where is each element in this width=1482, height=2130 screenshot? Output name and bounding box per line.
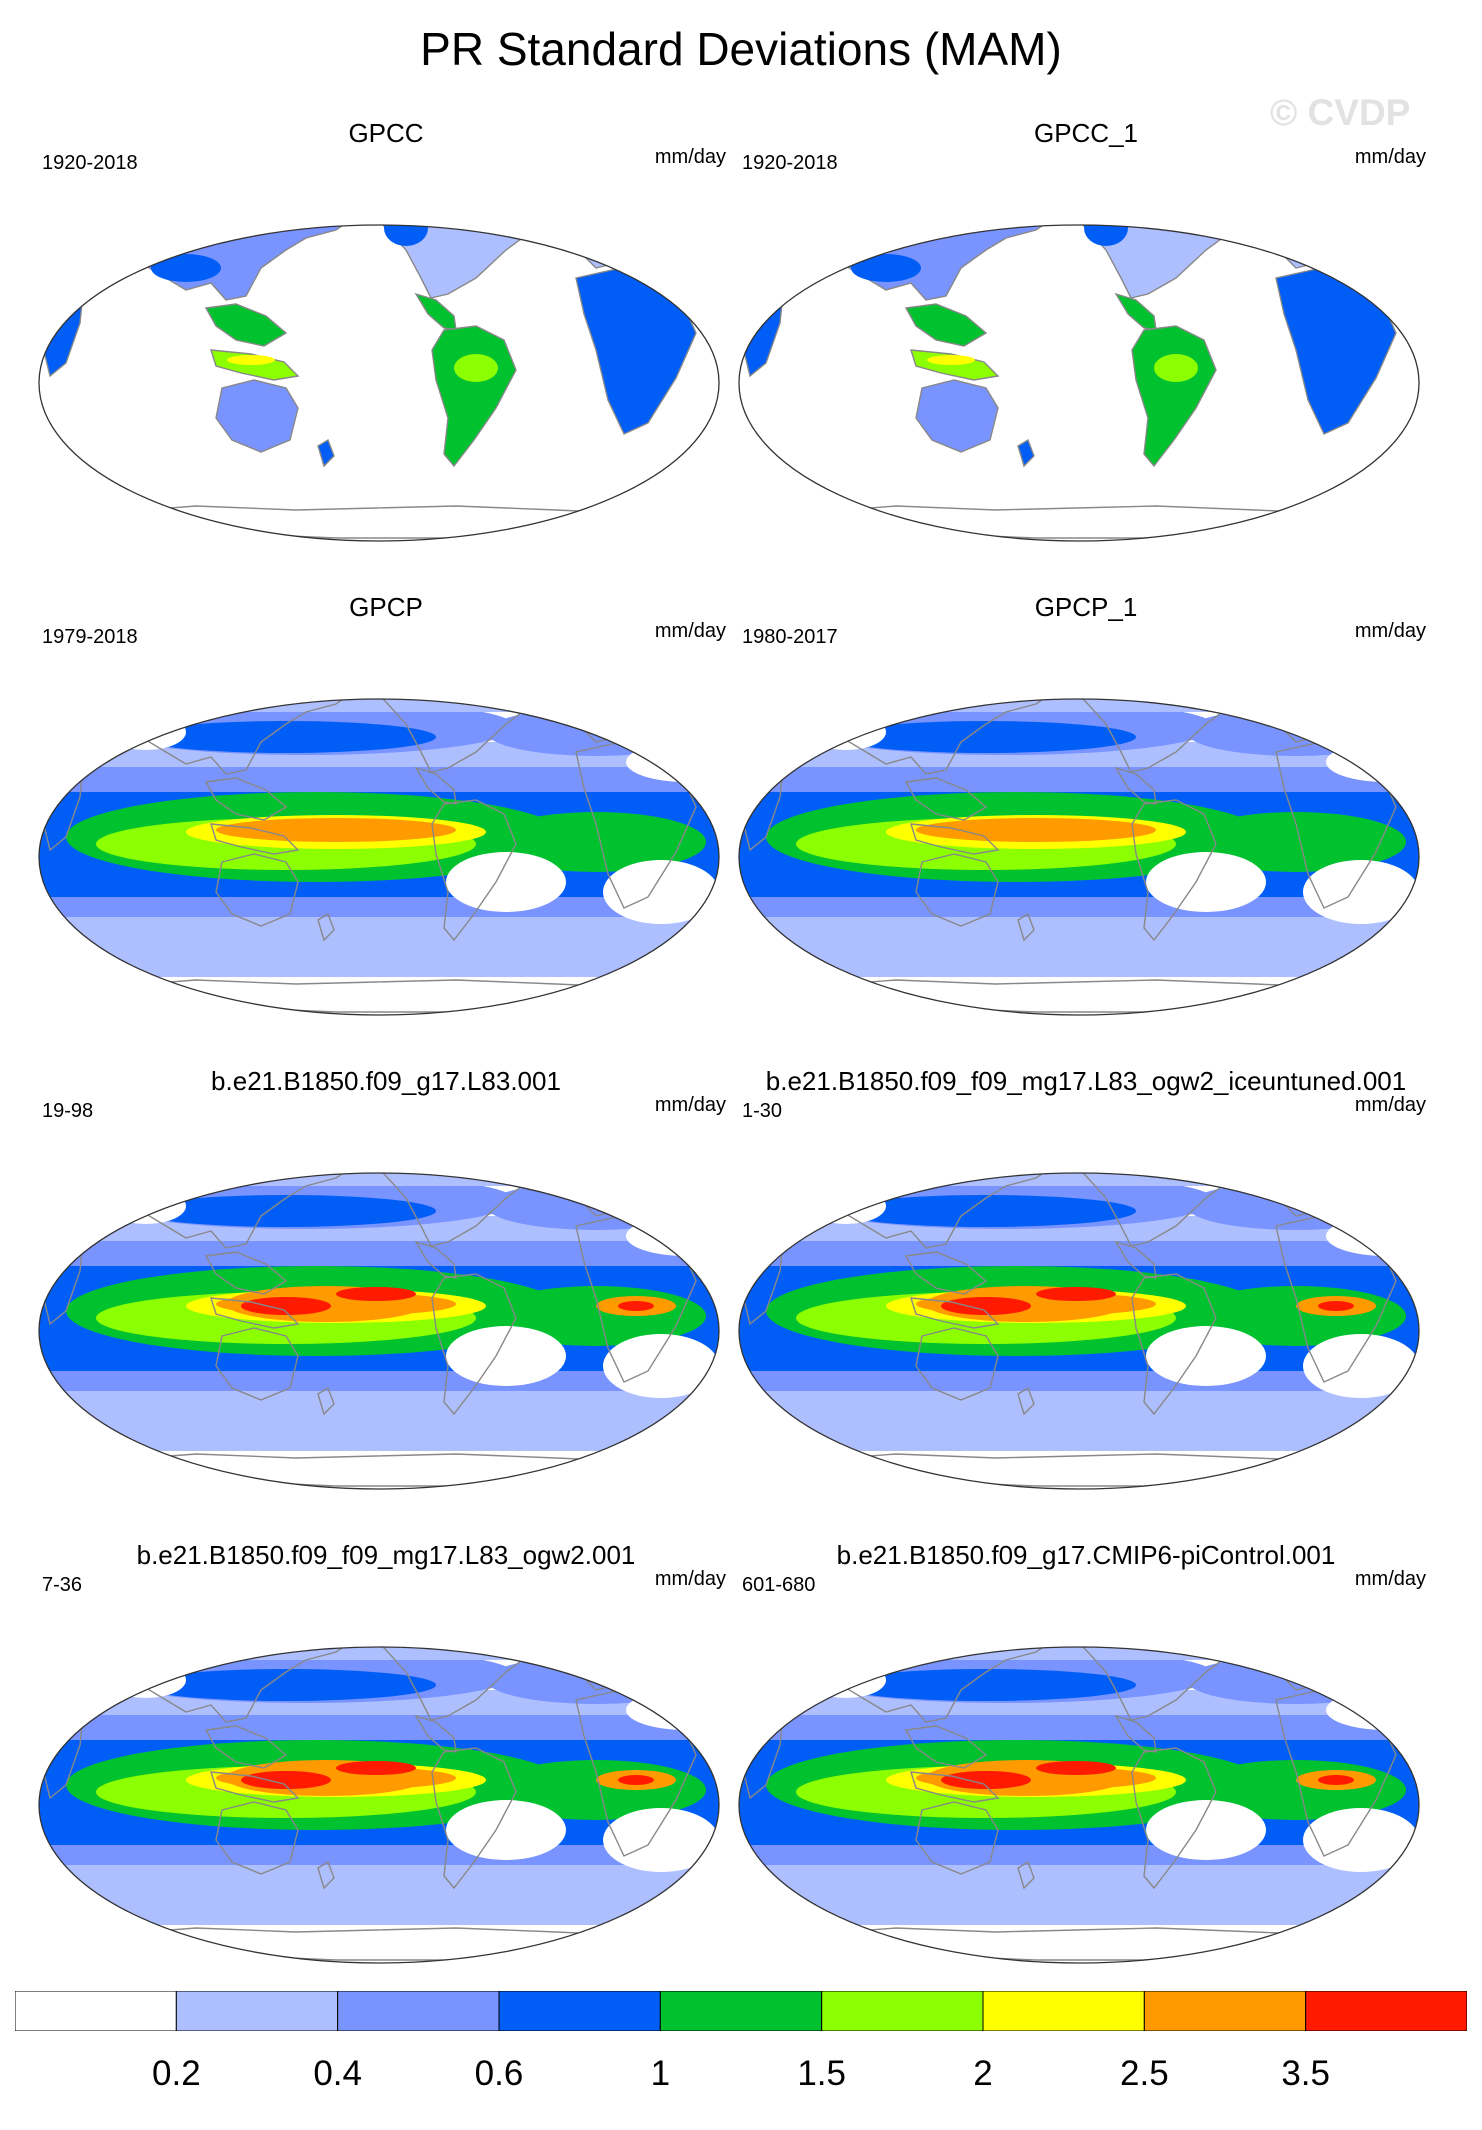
colorbar-box: [498, 1991, 661, 2031]
panel-title: GPCC_1: [1033, 118, 1139, 148]
colorbar-box: [175, 1991, 339, 2031]
colorbar-box: [982, 1991, 1145, 2031]
period-label: 1979-2018: [42, 626, 138, 648]
period-label: 1920-2018: [742, 152, 838, 174]
panel-title: b.e21.B1850.f09_g17.CMIP6-piControl.001: [836, 1540, 1336, 1570]
map-panel: b.e21.B1850.f09_g17.CMIP6-piControl.001 6…: [736, 1540, 1436, 1990]
map-panel: b.e21.B1850.f09_f09_mg17.L83_ogw2_iceunt…: [736, 1066, 1436, 1516]
colorbar-box: [1305, 1991, 1467, 2031]
map-panel: b.e21.B1850.f09_g17.L83.001 19-98 mm/day: [36, 1066, 736, 1516]
map-plot: [38, 1646, 720, 1964]
map-panel: GPCP_1 1980-2017 mm/day: [736, 592, 1436, 1042]
colorbar-box: [337, 1991, 500, 2031]
map-panel: GPCC_1 1920-2018 mm/day: [736, 118, 1436, 568]
map-plot: [738, 698, 1420, 1016]
period-label: 1980-2017: [742, 626, 838, 648]
period-label: 601-680: [742, 1574, 816, 1596]
colorbar-tick-label: 1: [650, 2054, 671, 2093]
panel-title: GPCP_1: [1034, 592, 1138, 622]
period-label: 1-30: [742, 1100, 783, 1122]
map-plot: [738, 224, 1420, 542]
units-label: mm/day: [654, 1094, 726, 1116]
colorbar-tick-label: 0.6: [474, 2054, 524, 2093]
colorbar-tick-label: 2.5: [1120, 2054, 1169, 2093]
period-label: 19-98: [42, 1100, 94, 1122]
map-panel: GPCC 1920-2018 mm/day: [36, 118, 736, 568]
colorbar-tick-label: 2: [973, 2054, 993, 2093]
map-plot: [738, 1172, 1420, 1490]
watermark: © CVDP: [1270, 92, 1411, 133]
colorbar-box: [659, 1991, 823, 2031]
colorbar-tick-label: 1.5: [797, 2054, 846, 2093]
panel-title: b.e21.B1850.f09_f09_mg17.L83_ogw2.001: [136, 1540, 636, 1570]
units-label: mm/day: [1354, 146, 1426, 168]
period-label: 1920-2018: [42, 152, 138, 174]
units-label: mm/day: [1354, 620, 1426, 642]
colorbar-box: [15, 1991, 177, 2031]
map-plot: [38, 698, 720, 1016]
colorbar-tick-label: 0.2: [152, 2054, 201, 2093]
panel-title: GPCC: [348, 118, 424, 148]
colorbar: [15, 1991, 1467, 2031]
units-label: mm/day: [654, 146, 726, 168]
colorbar-box: [1143, 1991, 1307, 2031]
period-label: 7-36: [42, 1574, 83, 1596]
panel-title: GPCP: [349, 592, 423, 622]
map-plot: [38, 1172, 720, 1490]
colorbar-box: [821, 1991, 984, 2031]
colorbar-tick-label: 0.4: [313, 2054, 362, 2093]
figure-title: PR Standard Deviations (MAM): [420, 23, 1062, 75]
map-plot: [38, 224, 720, 542]
colorbar-tick-label: 3.5: [1281, 2054, 1330, 2093]
map-panel: b.e21.B1850.f09_f09_mg17.L83_ogw2.001 7-3…: [36, 1540, 736, 1990]
panel-title: b.e21.B1850.f09_g17.L83.001: [211, 1066, 561, 1096]
units-label: mm/day: [654, 1568, 726, 1590]
panel-title: b.e21.B1850.f09_f09_mg17.L83_ogw2_iceunt…: [765, 1066, 1407, 1096]
map-panel: GPCP 1979-2018 mm/day: [36, 592, 736, 1042]
units-label: mm/day: [1354, 1568, 1426, 1590]
units-label: mm/day: [654, 620, 726, 642]
map-plot: [738, 1646, 1420, 1964]
units-label: mm/day: [1354, 1094, 1426, 1116]
